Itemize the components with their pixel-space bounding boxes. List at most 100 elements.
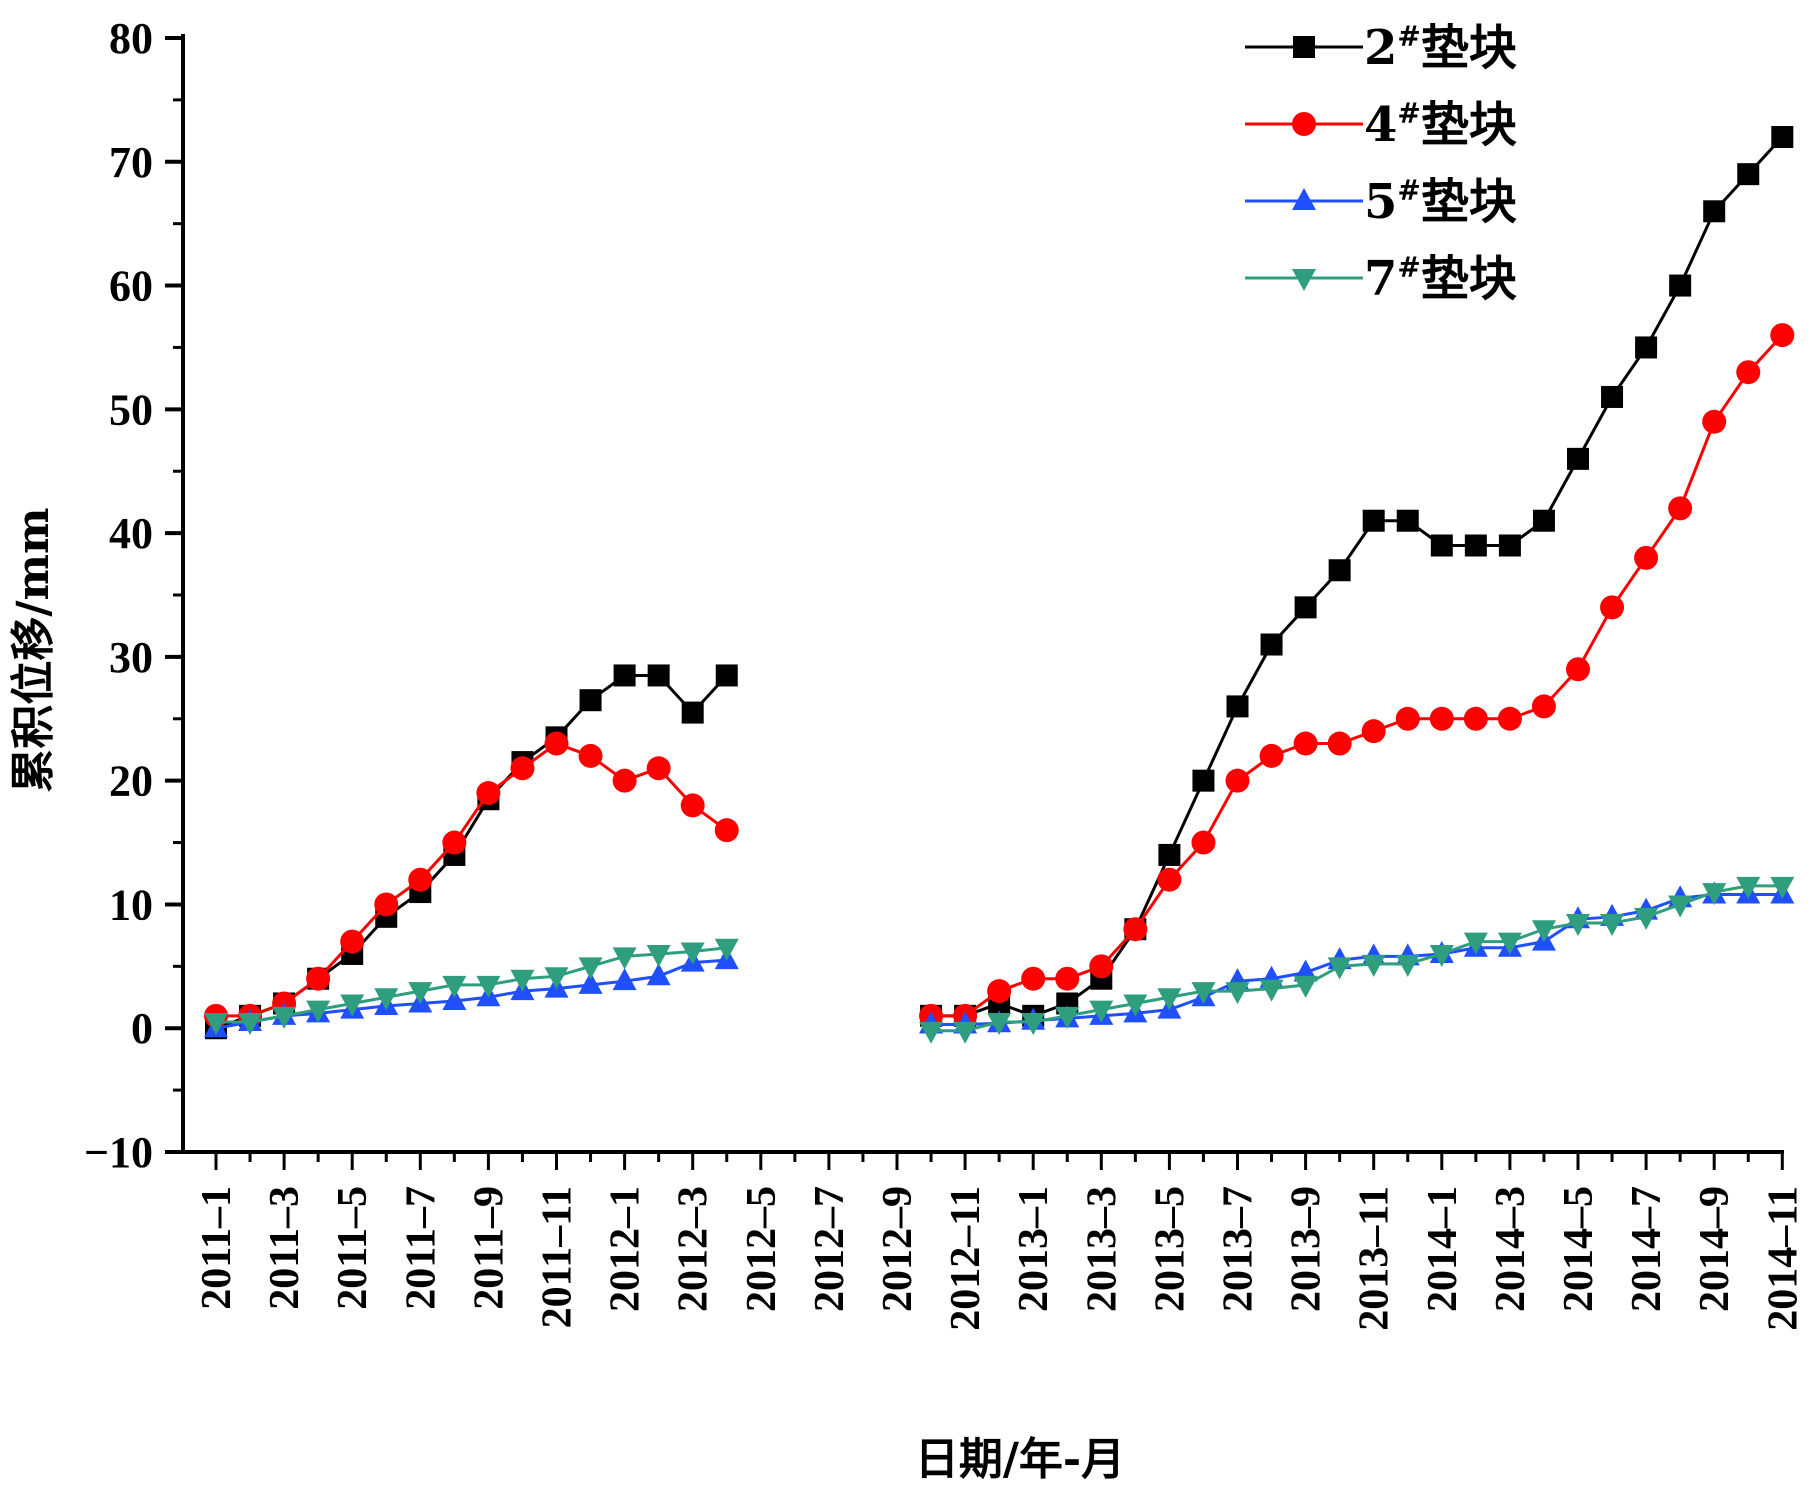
data-point bbox=[374, 988, 399, 1011]
data-point bbox=[1226, 695, 1249, 718]
x-tick-label: 2013–5 bbox=[1147, 1186, 1193, 1312]
data-point bbox=[1464, 534, 1487, 557]
legend-label: 2#垫块 bbox=[1364, 20, 1517, 76]
data-point bbox=[1703, 200, 1726, 223]
data-point bbox=[1601, 385, 1624, 408]
y-tick-label: 80 bbox=[109, 14, 153, 63]
data-point bbox=[374, 892, 399, 917]
data-point bbox=[1021, 966, 1046, 991]
x-tick-label: 2013–9 bbox=[1284, 1186, 1330, 1312]
data-point bbox=[1293, 731, 1318, 756]
data-point bbox=[1362, 509, 1385, 532]
data-point bbox=[1497, 706, 1522, 731]
x-tick-label: 2014–11 bbox=[1760, 1186, 1806, 1331]
data-point bbox=[1634, 907, 1659, 930]
data-point bbox=[987, 1013, 1012, 1036]
legend-label: 4#垫块 bbox=[1364, 97, 1517, 153]
data-point bbox=[476, 975, 501, 998]
series-line bbox=[931, 136, 1784, 1018]
series-line bbox=[216, 741, 728, 1018]
x-tick-label: 2012–5 bbox=[739, 1186, 785, 1312]
data-point bbox=[340, 929, 365, 954]
data-point bbox=[1771, 126, 1794, 149]
x-tick-label: 2011–11 bbox=[535, 1186, 581, 1328]
x-tick-label: 2014–5 bbox=[1556, 1186, 1602, 1312]
data-point bbox=[578, 971, 603, 994]
x-tick-label: 2012–9 bbox=[875, 1186, 921, 1312]
data-point bbox=[1123, 917, 1148, 942]
data-point bbox=[1770, 876, 1795, 899]
data-point bbox=[1021, 1013, 1046, 1036]
data-point bbox=[510, 756, 535, 781]
y-tick-label: 30 bbox=[109, 633, 153, 682]
data-point bbox=[613, 664, 636, 687]
data-point bbox=[646, 756, 671, 781]
data-point bbox=[1497, 932, 1522, 955]
legend: 2#垫块 4#垫块 5#垫块 7#垫块 bbox=[1245, 20, 1517, 307]
data-point bbox=[1158, 843, 1181, 866]
series-layer bbox=[204, 126, 1795, 1044]
y-axis-title: 累积位移/mm bbox=[8, 507, 59, 792]
data-point bbox=[476, 781, 501, 806]
data-point bbox=[647, 664, 670, 687]
x-tick-label: 2011–7 bbox=[398, 1186, 444, 1310]
legend-marker bbox=[1292, 112, 1316, 136]
data-point bbox=[681, 701, 704, 724]
x-tick-label: 2011–3 bbox=[262, 1186, 308, 1310]
legend-marker bbox=[1292, 188, 1316, 210]
data-point bbox=[238, 1013, 263, 1036]
data-point bbox=[1225, 768, 1250, 793]
data-point bbox=[1294, 596, 1317, 619]
data-point bbox=[680, 793, 705, 818]
x-tick-label: 2014–1 bbox=[1420, 1186, 1466, 1312]
data-point bbox=[408, 982, 433, 1005]
y-tick-label: 70 bbox=[109, 138, 153, 187]
data-point bbox=[1702, 883, 1727, 906]
y-tick-label: 40 bbox=[109, 509, 153, 558]
legend-label: 7#垫块 bbox=[1364, 251, 1517, 307]
data-point bbox=[1531, 694, 1556, 719]
y-tick-label: 0 bbox=[131, 1004, 153, 1053]
data-point bbox=[714, 938, 739, 961]
axes: −10 0 10 20 30 40 50 60 70 80 2011–1 2011–3 2011–5 20… bbox=[84, 14, 1806, 1331]
data-point bbox=[1498, 534, 1521, 557]
data-point bbox=[715, 664, 738, 687]
legend-entry: 5#垫块 bbox=[1245, 174, 1517, 230]
data-point bbox=[1191, 830, 1216, 855]
series-line bbox=[216, 946, 727, 1024]
data-point bbox=[1225, 982, 1250, 1005]
data-point bbox=[1089, 954, 1114, 979]
data-point bbox=[1463, 932, 1488, 955]
data-point bbox=[1260, 633, 1283, 656]
data-point bbox=[1429, 944, 1454, 967]
data-point bbox=[612, 968, 637, 991]
data-point bbox=[1395, 954, 1420, 977]
x-tick-label: 2014–3 bbox=[1488, 1186, 1534, 1312]
data-point bbox=[1089, 1000, 1114, 1023]
data-point bbox=[1157, 988, 1182, 1011]
data-point bbox=[578, 743, 603, 768]
x-tick-label: 2011–1 bbox=[194, 1186, 240, 1310]
data-point bbox=[1259, 979, 1284, 1002]
data-point bbox=[1668, 496, 1693, 521]
x-tick-label: 2014–7 bbox=[1624, 1186, 1670, 1312]
data-point bbox=[442, 975, 467, 998]
x-tick-label: 2014–9 bbox=[1692, 1186, 1738, 1312]
data-point bbox=[1600, 914, 1625, 937]
data-point bbox=[714, 818, 739, 843]
data-point bbox=[1736, 360, 1761, 385]
data-point bbox=[612, 947, 637, 970]
x-tick-label: 2013–7 bbox=[1216, 1186, 1262, 1312]
data-point bbox=[1668, 895, 1693, 918]
x-tick-label: 2011–5 bbox=[330, 1186, 376, 1310]
data-point bbox=[1293, 975, 1318, 998]
data-point bbox=[578, 957, 603, 980]
data-point bbox=[1635, 336, 1658, 359]
data-point bbox=[306, 1000, 331, 1023]
data-point bbox=[1770, 323, 1795, 348]
x-tick-label: 2012–7 bbox=[807, 1186, 853, 1312]
data-point bbox=[272, 1006, 297, 1029]
data-point bbox=[1055, 966, 1080, 991]
data-point bbox=[1634, 545, 1659, 570]
x-tick-label: 2011–9 bbox=[466, 1186, 512, 1310]
